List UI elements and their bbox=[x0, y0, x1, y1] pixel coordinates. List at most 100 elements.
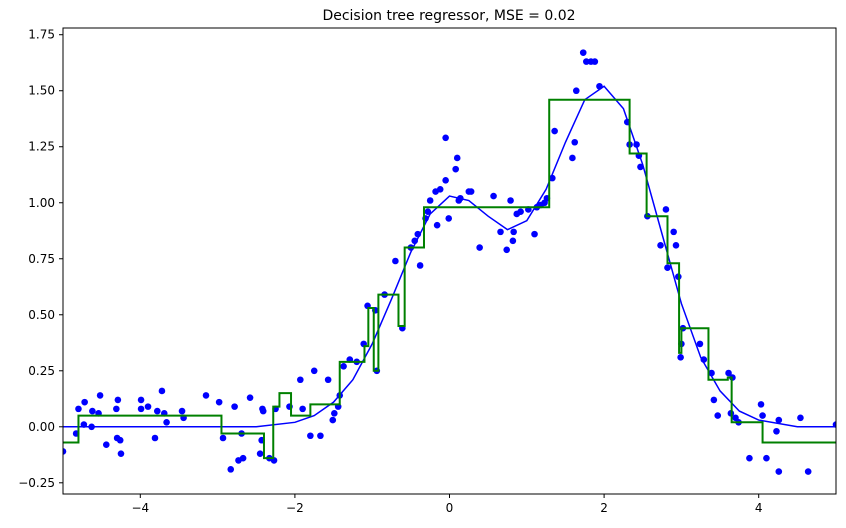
data-point bbox=[804, 468, 812, 475]
data-point bbox=[757, 401, 765, 408]
data-point bbox=[416, 262, 424, 269]
y-tick-label: 0.25 bbox=[28, 364, 55, 378]
x-tick-label: 4 bbox=[755, 501, 763, 515]
data-point bbox=[102, 441, 110, 449]
data-point bbox=[424, 208, 432, 216]
data-point bbox=[507, 197, 514, 204]
data-point bbox=[637, 163, 644, 171]
data-point bbox=[317, 432, 324, 440]
data-point bbox=[89, 407, 96, 415]
data-point bbox=[579, 49, 587, 56]
y-tick-label: 1.00 bbox=[28, 196, 55, 210]
y-tick-label: −0.25 bbox=[18, 476, 55, 490]
data-point bbox=[96, 392, 104, 399]
data-point bbox=[114, 396, 122, 404]
data-point bbox=[452, 165, 459, 173]
data-point bbox=[329, 416, 337, 424]
data-point bbox=[509, 237, 517, 245]
data-point bbox=[436, 186, 444, 193]
data-point bbox=[672, 242, 680, 249]
data-point bbox=[256, 450, 264, 457]
data-point bbox=[310, 367, 318, 375]
data-point bbox=[324, 376, 332, 384]
data-point bbox=[137, 396, 145, 404]
data-point bbox=[117, 450, 125, 457]
data-point bbox=[677, 354, 684, 361]
data-point bbox=[725, 369, 732, 377]
data-point bbox=[467, 188, 475, 195]
y-tick-label: 0.50 bbox=[28, 308, 55, 322]
data-point bbox=[144, 403, 152, 410]
y-tick-label: 1.50 bbox=[28, 84, 55, 98]
x-tick-label: 2 bbox=[600, 501, 608, 515]
data-point bbox=[763, 454, 770, 462]
plot-area bbox=[63, 49, 836, 475]
data-point bbox=[259, 407, 267, 415]
data-point bbox=[591, 58, 599, 65]
y-tick-label: 1.25 bbox=[28, 140, 55, 154]
data-point bbox=[215, 398, 223, 406]
data-point bbox=[710, 396, 718, 404]
data-point bbox=[239, 454, 247, 462]
data-point bbox=[714, 412, 722, 419]
data-point bbox=[670, 228, 677, 236]
data-point bbox=[569, 154, 576, 162]
data-point bbox=[202, 392, 210, 399]
data-point bbox=[490, 192, 497, 200]
data-point bbox=[307, 432, 314, 440]
chart-title: Decision tree regressor, MSE = 0.02 bbox=[322, 8, 575, 24]
data-point bbox=[531, 230, 538, 238]
data-point bbox=[657, 242, 664, 249]
data-point bbox=[497, 228, 504, 236]
data-point bbox=[227, 466, 235, 473]
data-point bbox=[246, 394, 254, 401]
data-point bbox=[442, 134, 449, 142]
data-point bbox=[571, 138, 579, 146]
data-point bbox=[426, 197, 434, 204]
data-point bbox=[773, 427, 780, 435]
data-point bbox=[331, 410, 338, 417]
data-point bbox=[445, 215, 453, 222]
data-point bbox=[664, 264, 671, 272]
axes-frame bbox=[62, 27, 837, 495]
data-point bbox=[158, 387, 166, 395]
data-point bbox=[219, 434, 227, 442]
data-point bbox=[137, 405, 145, 413]
data-point bbox=[775, 468, 783, 475]
data-point bbox=[392, 257, 399, 265]
line bbox=[63, 85, 836, 428]
data-point bbox=[510, 228, 517, 236]
data-point bbox=[746, 454, 753, 462]
data-point bbox=[154, 407, 161, 415]
data-point bbox=[442, 177, 449, 184]
y-tick-label: 0.00 bbox=[28, 420, 55, 434]
data-point bbox=[178, 407, 186, 415]
data-point bbox=[340, 362, 347, 370]
data-point bbox=[775, 416, 783, 424]
x-tick-label: −4 bbox=[131, 501, 149, 515]
data-point bbox=[151, 434, 159, 442]
data-point bbox=[116, 436, 124, 444]
data-point bbox=[551, 127, 558, 135]
x-tick-label: −2 bbox=[286, 501, 304, 515]
data-point bbox=[662, 206, 670, 213]
data-point bbox=[81, 398, 88, 406]
x-tick-label: 0 bbox=[446, 501, 454, 515]
data-point bbox=[517, 208, 524, 216]
data-point bbox=[63, 448, 67, 455]
data-point bbox=[453, 154, 461, 162]
step-line bbox=[63, 98, 836, 460]
data-point bbox=[696, 340, 704, 348]
data-point bbox=[299, 405, 306, 413]
data-point bbox=[583, 58, 590, 65]
data-point bbox=[113, 405, 120, 413]
data-point bbox=[297, 376, 304, 384]
data-point bbox=[75, 405, 82, 413]
data-point bbox=[476, 244, 483, 251]
y-tick-label: 1.75 bbox=[28, 28, 55, 42]
data-point bbox=[231, 403, 238, 410]
data-point bbox=[759, 412, 766, 419]
data-point bbox=[503, 246, 511, 254]
data-point bbox=[163, 419, 170, 426]
